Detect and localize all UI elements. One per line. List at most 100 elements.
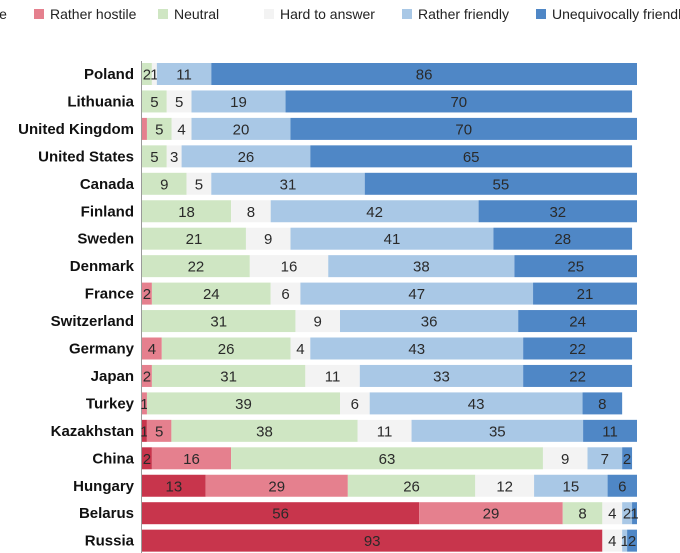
category-label: United States — [38, 148, 134, 165]
bar-value-label: 56 — [272, 506, 289, 523]
category-label: Finland — [81, 203, 134, 220]
bar-value-label: 20 — [233, 121, 250, 138]
bar-row: Switzerland 31 9 36 24 — [51, 310, 637, 333]
bar-row: United Kingdom 5 4 20 70 — [18, 117, 637, 140]
category-label: Hungary — [73, 478, 135, 495]
legend-label: le — [0, 6, 7, 22]
bar-value-label: 63 — [379, 451, 396, 468]
bar-segment — [231, 447, 543, 470]
bar-segment — [171, 419, 358, 442]
bar-segment — [295, 310, 340, 333]
category-label: Sweden — [77, 231, 134, 248]
bar-value-label: 21 — [186, 231, 203, 248]
bar-value-label: 2 — [623, 451, 631, 468]
bar-row: Lithuania 5 5 19 70 — [67, 90, 633, 113]
bar-value-label: 11 — [602, 423, 618, 440]
bar-row: China 2 16 63 9 7 2 — [92, 447, 633, 470]
category-label: Switzerland — [51, 313, 134, 330]
bar-value-label: 8 — [598, 396, 606, 413]
bar-value-label: 39 — [235, 396, 252, 413]
bar-row: Sweden 21 9 41 28 — [77, 227, 633, 250]
bar-segment — [142, 282, 152, 305]
bar-segment — [607, 474, 637, 497]
bar-value-label: 4 — [148, 341, 156, 358]
bar-segment — [518, 310, 637, 333]
bar-value-label: 2 — [143, 67, 151, 84]
category-label: Belarus — [79, 505, 134, 522]
bar-value-label: 5 — [175, 94, 183, 111]
bar-segment — [328, 255, 515, 278]
bar-value-label: 4 — [608, 533, 616, 550]
bar-segment — [211, 172, 365, 195]
bar-segment — [533, 282, 637, 305]
bar-segment — [359, 364, 524, 387]
bar-segment — [340, 310, 519, 333]
bar-segment — [270, 282, 301, 305]
bar-segment — [419, 502, 563, 525]
bar-value-label: 16 — [183, 451, 200, 468]
bar-value-label: 26 — [238, 149, 255, 166]
bar-row: United States 5 3 26 65 — [38, 145, 633, 168]
bar-value-label: 9 — [264, 231, 272, 248]
category-label: Japan — [91, 368, 134, 385]
bar-value-label: 41 — [384, 231, 401, 248]
legend-item: Neutral — [158, 6, 219, 22]
bar-value-label: 18 — [178, 204, 195, 221]
bar-segment — [142, 117, 147, 140]
bar-segment — [142, 172, 187, 195]
bar-value-label: 11 — [377, 423, 393, 440]
legend-item: Unequivocally friendly — [536, 6, 680, 22]
legend-label: Rather friendly — [418, 6, 510, 22]
bar-segment — [357, 419, 412, 442]
category-label: Germany — [69, 341, 135, 358]
category-label: Canada — [80, 176, 135, 193]
bar-segment — [142, 364, 152, 387]
bar-segment — [245, 227, 291, 250]
bar-value-label: 4 — [296, 341, 304, 358]
bar-value-label: 65 — [463, 149, 480, 166]
bar-value-label: 29 — [483, 506, 500, 523]
legend-swatch — [402, 9, 412, 19]
bar-segment — [523, 364, 633, 387]
bar-row: Russia 93 4 1 2 — [85, 529, 637, 552]
bar-segment — [146, 419, 172, 442]
bar-segment — [602, 529, 623, 552]
bar-value-label: 11 — [176, 67, 192, 84]
bar-row: Belarus 56 29 8 4 2 1 — [79, 502, 639, 525]
bar-segment — [411, 419, 584, 442]
bar-value-label: 2 — [143, 451, 151, 468]
category-label: Lithuania — [67, 93, 134, 110]
bar-value-label: 13 — [166, 478, 183, 495]
bar-value-label: 2 — [623, 506, 631, 523]
bar-value-label: 7 — [601, 451, 609, 468]
legend: le Rather hostile Neutral Hard to answer Rat… — [0, 0, 680, 30]
bar-segment — [249, 255, 329, 278]
bar-segment — [493, 227, 633, 250]
bar-value-label: 93 — [364, 533, 381, 550]
bar-row: Hungary 13 29 26 12 15 6 — [73, 474, 637, 497]
bar-segment — [191, 117, 291, 140]
bar-segment — [632, 502, 637, 525]
bar-value-label: 1 — [140, 396, 148, 413]
bar-value-label: 5 — [150, 94, 158, 111]
bar-value-label: 24 — [203, 286, 220, 303]
bar-segment — [151, 63, 157, 85]
bar-segment — [211, 63, 638, 85]
bar-segment — [310, 145, 633, 168]
bar-value-label: 31 — [210, 314, 227, 331]
bar-value-label: 3 — [170, 149, 178, 166]
bar-value-label: 35 — [489, 423, 506, 440]
bar-value-label: 1 — [620, 533, 628, 550]
bar-value-label: 25 — [567, 259, 584, 276]
bar-segment — [171, 117, 192, 140]
bar-value-label: 4 — [177, 121, 185, 138]
bar-row: Canada 9 5 31 55 — [80, 172, 637, 195]
bar-value-label: 15 — [562, 478, 579, 495]
legend-item: le — [0, 6, 7, 22]
bar-segment — [305, 364, 360, 387]
bar-value-label: 8 — [578, 506, 586, 523]
bar-row: Poland 2 1 11 86 — [84, 63, 638, 85]
category-label: Poland — [84, 66, 134, 83]
legend-label: Unequivocally friendly — [552, 6, 680, 22]
